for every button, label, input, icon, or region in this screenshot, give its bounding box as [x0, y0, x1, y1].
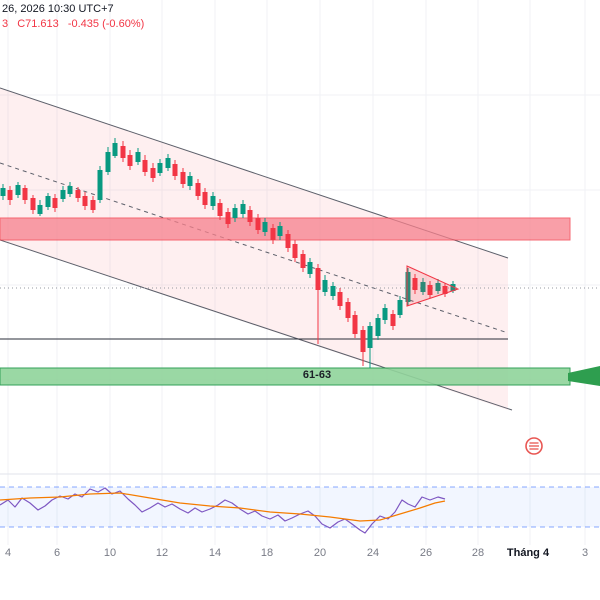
ohlc-close: C71.613 [17, 18, 59, 30]
candle [427, 281, 433, 298]
candle [195, 179, 201, 200]
candle [382, 304, 388, 324]
rsi-line [0, 487, 446, 534]
candle [52, 194, 58, 212]
time-axis-label: 18 [261, 547, 273, 559]
oscillator-band [0, 487, 600, 527]
candle [112, 138, 118, 158]
candle [22, 185, 28, 204]
time-axis-label: 20 [314, 547, 326, 559]
time-axis-label: 26 [420, 547, 432, 559]
candle [150, 163, 156, 182]
support-zone-marker[interactable] [568, 366, 600, 386]
candle [217, 199, 223, 220]
candle [330, 282, 336, 300]
candle [135, 148, 141, 165]
candle [375, 314, 381, 340]
candle [232, 204, 238, 222]
pennant-pattern[interactable] [406, 265, 460, 307]
candle [405, 268, 411, 306]
support-zone[interactable] [0, 367, 571, 386]
candle [420, 278, 426, 295]
candle [352, 311, 358, 338]
candle [397, 296, 403, 318]
candle [360, 326, 366, 366]
candle [202, 188, 208, 209]
candle [337, 288, 343, 310]
time-axis-label: 12 [156, 547, 168, 559]
candle [15, 182, 21, 198]
time-axis-label: 3 [582, 547, 588, 559]
candle [7, 186, 13, 205]
candle [367, 322, 373, 368]
time-axis-label: 14 [209, 547, 221, 559]
candle [105, 147, 111, 175]
candle [270, 224, 276, 244]
candle [315, 264, 321, 344]
candle [240, 200, 246, 218]
candle [120, 141, 126, 162]
candle [37, 200, 43, 216]
chart-timestamp: 26, 2026 10:30 UTC+7 [2, 3, 114, 15]
candle [307, 258, 313, 278]
time-axis-label: 10 [104, 547, 116, 559]
candle [30, 195, 36, 214]
candle [225, 208, 231, 228]
time-axis-label: 4 [5, 547, 11, 559]
candle [262, 218, 268, 236]
time-axis-label: Tháng 4 [507, 547, 550, 559]
candle [255, 214, 261, 234]
candle [247, 206, 253, 226]
candle [187, 172, 193, 190]
candle [180, 168, 186, 188]
candle [390, 310, 396, 330]
candle [97, 166, 103, 203]
candle [0, 184, 6, 200]
support-zone-label[interactable]: 61-63 [302, 369, 332, 381]
red-stamp-icon [525, 437, 543, 455]
candle [292, 240, 298, 262]
ohlc-row: 3 C71.613 -0.435 (-0.60%) [2, 18, 150, 30]
candle [345, 298, 351, 322]
time-axis-label: 24 [367, 547, 379, 559]
rsi-ma-line [0, 492, 446, 522]
candle [322, 275, 328, 296]
channel-fill [0, 88, 508, 410]
candle [90, 196, 96, 213]
candle [157, 159, 163, 176]
time-axis-label: 28 [472, 547, 484, 559]
candle [300, 250, 306, 272]
candle [210, 192, 216, 210]
candle [165, 154, 171, 171]
ohlc-change: -0.435 (-0.60%) [67, 18, 145, 30]
candle [285, 230, 291, 252]
candle [127, 150, 133, 170]
candle [75, 187, 81, 202]
candle [60, 186, 66, 202]
candle [435, 279, 441, 294]
candle [82, 192, 88, 210]
resistance-zone[interactable] [0, 217, 571, 241]
channel-trendline[interactable] [0, 162, 509, 334]
candle [172, 160, 178, 180]
candle [442, 283, 448, 297]
candle [277, 222, 283, 240]
time-axis-label: 6 [54, 547, 60, 559]
candle [412, 274, 418, 294]
candle [45, 193, 51, 210]
ohlc-fragment: 3 [2, 18, 9, 30]
candle [142, 155, 148, 176]
candle [67, 182, 73, 197]
